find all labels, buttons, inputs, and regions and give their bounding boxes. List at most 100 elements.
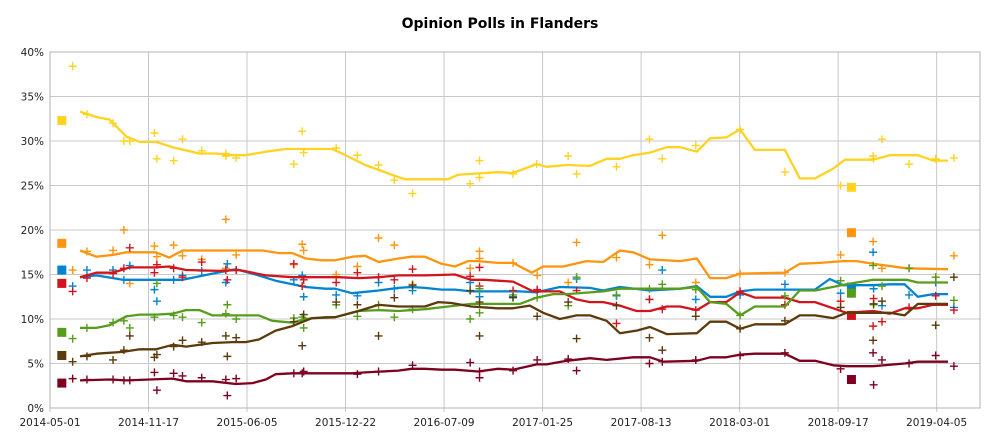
y-tick-label: 20% (21, 225, 44, 237)
poll-marker-blue (150, 285, 159, 294)
x-tick-label: 2019-04-05 (906, 417, 967, 429)
poll-marker-brown (691, 312, 700, 321)
poll-marker-green (197, 318, 206, 327)
poll-marker-brown (564, 298, 573, 307)
poll-marker-yellow (475, 156, 484, 165)
poll-marker-green (152, 279, 161, 288)
poll-marker-orange (68, 266, 77, 275)
poll-marker-yellow (780, 168, 789, 177)
election-result-maroon (57, 378, 67, 388)
x-axis-tick-labels: 2014-05-01 2014-11-17 2015-06-05 2015-12-22… (19, 417, 967, 429)
poll-marker-green (178, 313, 187, 322)
poll-marker-orange (612, 253, 621, 262)
poll-marker-green (949, 296, 958, 305)
election-result-yellow (57, 116, 67, 126)
y-tick-label: 30% (21, 136, 44, 148)
poll-marker-blue (82, 266, 91, 275)
election-result-red (57, 278, 67, 288)
trend-line-green (80, 278, 948, 330)
x-tick-label: 2014-11-17 (118, 417, 179, 429)
poll-marker-maroon (931, 351, 940, 360)
poll-marker-orange (658, 231, 667, 240)
poll-marker-maroon (150, 368, 159, 377)
poll-marker-green (905, 264, 914, 273)
poll-marker-green (475, 308, 484, 317)
poll-marker-red (197, 258, 206, 267)
y-axis-tick-labels: 0% 5% 10% 15% 20% 25% 30% 35% 40% (21, 47, 44, 415)
poll-marker-brown (353, 300, 362, 309)
x-tick-label: 2015-12-22 (315, 417, 376, 429)
poll-marker-brown (475, 298, 484, 307)
poll-marker-orange (150, 242, 159, 251)
poll-marker-green (353, 312, 362, 321)
y-tick-label: 40% (21, 47, 44, 59)
poll-marker-green (877, 282, 886, 291)
poll-marker-orange (221, 215, 230, 224)
poll-marker-brown (949, 273, 958, 282)
poll-marker-yellow (949, 153, 958, 162)
poll-marker-yellow (612, 162, 621, 171)
poll-marker-red (178, 273, 187, 282)
poll-marker-red (298, 282, 307, 291)
poll-marker-maroon (869, 348, 878, 357)
poll-marker-green (931, 273, 940, 282)
poll-marker-blue (780, 280, 789, 289)
poll-marker-blue (869, 248, 878, 257)
election-result-red (846, 310, 856, 320)
poll-marker-orange (109, 246, 118, 255)
x-tick-label: 2018-09-17 (808, 417, 869, 429)
poll-marker-maroon (877, 355, 886, 364)
series-layer (57, 62, 958, 400)
trend-line-yellow (79, 110, 948, 181)
poll-marker-brown (178, 336, 187, 345)
poll-marker-brown (332, 298, 341, 307)
poll-marker-brown (390, 293, 399, 302)
poll-marker-maroon (68, 374, 77, 383)
poll-marker-brown (374, 331, 383, 340)
poll-marker-maroon (152, 386, 161, 395)
poll-marker-yellow (68, 62, 77, 71)
poll-marker-orange (533, 271, 542, 280)
y-tick-label: 35% (21, 92, 44, 104)
poll-marker-red (125, 243, 134, 252)
poll-marker-brown (466, 286, 475, 295)
poll-marker-brown (221, 331, 230, 340)
y-tick-label: 5% (27, 359, 44, 371)
poll-marker-orange (119, 226, 128, 234)
poll-marker-yellow (691, 141, 700, 150)
poll-marker-brown (68, 357, 77, 366)
poll-marker-brown (125, 331, 134, 340)
poll-marker-red (869, 322, 878, 331)
poll-marker-maroon (178, 371, 187, 380)
election-result-blue (846, 282, 856, 292)
y-tick-label: 15% (21, 270, 44, 282)
gridlines (49, 51, 980, 412)
poll-marker-orange (374, 234, 383, 243)
poll-marker-green (466, 315, 475, 323)
trend-line-red (79, 265, 948, 315)
poll-marker-yellow (658, 154, 667, 163)
poll-marker-maroon (466, 358, 475, 367)
poll-marker-orange (869, 237, 878, 246)
poll-marker-red (949, 306, 958, 315)
trend-line-maroon (79, 352, 948, 386)
election-result-blue (57, 265, 67, 275)
poll-marker-green (612, 290, 621, 299)
poll-marker-blue (905, 290, 914, 299)
poll-marker-orange (298, 240, 307, 249)
poll-marker-yellow (390, 176, 399, 185)
poll-marker-green (125, 323, 134, 332)
poll-marker-yellow (572, 169, 581, 178)
poll-marker-blue (658, 266, 667, 275)
poll-marker-red (612, 319, 621, 328)
poll-marker-maroon (869, 380, 878, 389)
poll-marker-red (332, 278, 341, 287)
poll-marker-red (390, 275, 399, 284)
poll-marker-maroon (572, 366, 581, 375)
poll-marker-orange (836, 250, 845, 259)
poll-marker-green (780, 291, 789, 300)
poll-marker-brown (408, 281, 417, 290)
poll-marker-blue (836, 289, 845, 298)
poll-marker-yellow (178, 135, 187, 144)
y-tick-label: 0% (27, 403, 44, 415)
